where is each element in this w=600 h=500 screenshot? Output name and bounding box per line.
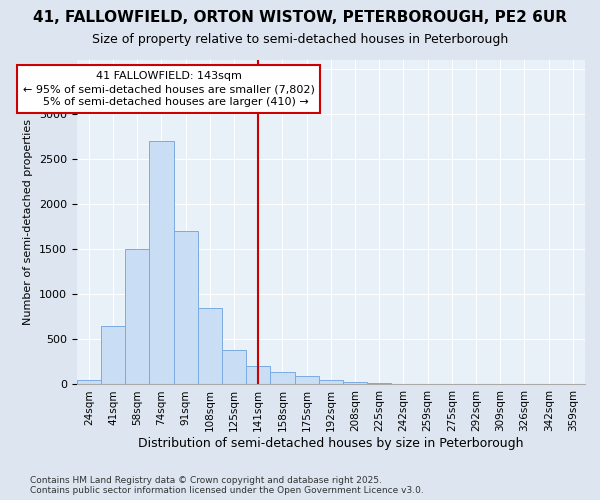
Text: Contains HM Land Registry data © Crown copyright and database right 2025.
Contai: Contains HM Land Registry data © Crown c… [30,476,424,495]
Bar [343,382,367,384]
Bar [367,383,391,384]
Bar [77,380,101,384]
Bar [149,141,173,384]
Bar [222,350,246,384]
Bar [198,308,222,384]
Text: 41 FALLOWFIELD: 143sqm
← 95% of semi-detached houses are smaller (7,802)
    5% : 41 FALLOWFIELD: 143sqm ← 95% of semi-det… [23,71,314,107]
Bar [173,231,198,384]
Bar [271,372,295,384]
Bar [125,250,149,384]
Bar [246,366,271,384]
Text: Size of property relative to semi-detached houses in Peterborough: Size of property relative to semi-detach… [92,32,508,46]
Bar [101,326,125,384]
Text: 41, FALLOWFIELD, ORTON WISTOW, PETERBOROUGH, PE2 6UR: 41, FALLOWFIELD, ORTON WISTOW, PETERBORO… [33,10,567,25]
Bar [319,380,343,384]
X-axis label: Distribution of semi-detached houses by size in Peterborough: Distribution of semi-detached houses by … [138,437,524,450]
Y-axis label: Number of semi-detached properties: Number of semi-detached properties [23,119,34,325]
Bar [295,376,319,384]
